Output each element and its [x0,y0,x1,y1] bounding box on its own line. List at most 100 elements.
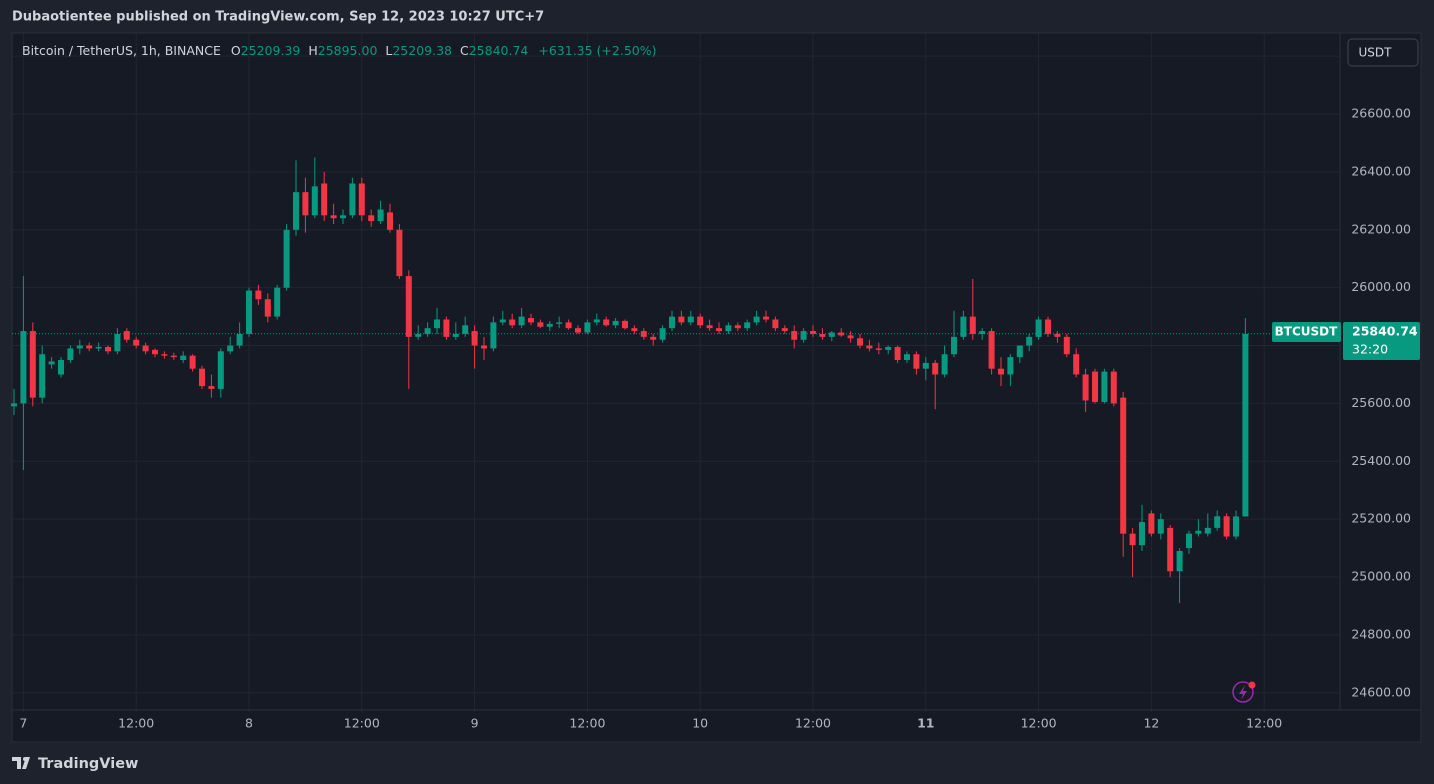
candle-body [706,325,713,329]
candle-body [969,316,976,334]
candle-body [1214,516,1221,528]
candle-body [800,331,807,340]
footer-brand: TradingView [38,756,138,772]
candle-body [264,299,271,317]
candle-body [528,318,534,323]
candle-body [838,332,845,336]
candle-body [612,320,619,326]
x-tick-label: 7 [19,716,27,731]
candle-body [810,331,816,334]
candle-body [951,336,957,355]
candle-body [734,325,741,329]
candle-body [1026,336,1033,346]
candle-body [603,319,610,326]
x-tick-label: 12:00 [344,716,380,731]
candle-body [687,316,694,323]
currency-button[interactable] [1347,38,1419,67]
candle-body [330,215,337,219]
high-label: H [308,43,317,58]
candle-body [199,368,205,387]
candle-body [556,322,563,324]
candle-body [255,290,262,300]
candle-body [189,355,196,369]
candle-body [217,351,224,389]
candle-body [321,183,328,216]
candle-body [114,333,121,352]
candle-body [1092,371,1098,402]
candle-body [875,348,882,350]
candle-body [1223,516,1230,537]
candle-body [29,331,36,398]
candle-body [1176,551,1183,572]
low-label: L [385,43,392,58]
candle-body [725,325,732,332]
x-tick-label: 10 [692,716,708,731]
candle-body [246,290,252,334]
candle-body [932,362,939,375]
open-value: 25209.39 [241,43,301,58]
candle-body [1007,357,1014,375]
price-tag-price: 25840.74 [1352,324,1418,339]
currency-button-label[interactable]: USDT [1359,46,1393,60]
publisher-line: Dubaotientee published on TradingView.co… [12,10,544,25]
candle-body [575,328,581,333]
y-tick-label: 24600.00 [1351,684,1411,699]
candle-body [39,354,46,398]
price-tag-symbol-box [1272,322,1341,342]
symbol-line: Bitcoin / TetherUS, 1h, BINANCE [22,43,221,58]
open-label: O [231,43,241,58]
candle-body [650,336,657,340]
close-label: C [460,43,469,58]
candle-body [387,212,393,230]
legend-header: Bitcoin / TetherUS, 1h, BINANCE O25209.3… [22,43,657,58]
candle-body [998,368,1004,375]
candle-body [1073,354,1080,375]
y-tick-label: 25400.00 [1351,453,1411,468]
candle-body [86,345,93,349]
candle-body [434,319,440,329]
candle-body [293,192,299,230]
candle-body [424,328,431,334]
candle-body [471,331,478,346]
candle-body [490,322,497,349]
y-tick-label: 25000.00 [1351,569,1411,584]
candle-body [358,183,365,216]
candle-body [105,346,111,352]
x-tick-label: 11 [917,716,934,731]
x-tick-label: 12:00 [1021,716,1057,731]
x-tick-label: 12:00 [569,716,605,731]
candle-body [405,276,412,337]
candle-body [640,331,647,337]
candle-body [499,319,506,323]
candle-body [1082,374,1089,401]
price-tag-box [1343,322,1420,360]
candle-body [1101,371,1108,402]
price-tag: BTCUSDT 25840.74 32:20 [1272,322,1420,360]
x-tick-label: 12:00 [1246,716,1282,731]
candle-body [76,345,83,349]
candle-body [1233,516,1239,537]
lightning-icon[interactable] [1232,681,1256,703]
candle-body [509,319,516,326]
candle-body [180,355,187,361]
candle-body [678,316,685,323]
candle-body [133,339,140,346]
candle-body [659,328,666,340]
candle-body [1157,519,1164,534]
candles [11,157,1340,604]
high-value: 25895.00 [318,43,378,58]
change-value: +631.35 (+2.50%) [538,43,656,58]
candle-body [593,319,600,323]
candle-body [546,323,553,327]
candle-body [791,331,798,340]
candle-body [208,386,215,389]
y-tick-label: 26000.00 [1351,279,1411,294]
candle-body [622,320,628,329]
candle-body [142,345,149,352]
candle-body [894,346,901,361]
x-tick-label: 12:00 [118,716,154,731]
price-tag-symbol: BTCUSDT [1275,325,1338,339]
candle-body [377,209,384,222]
candle-body [1186,533,1192,549]
